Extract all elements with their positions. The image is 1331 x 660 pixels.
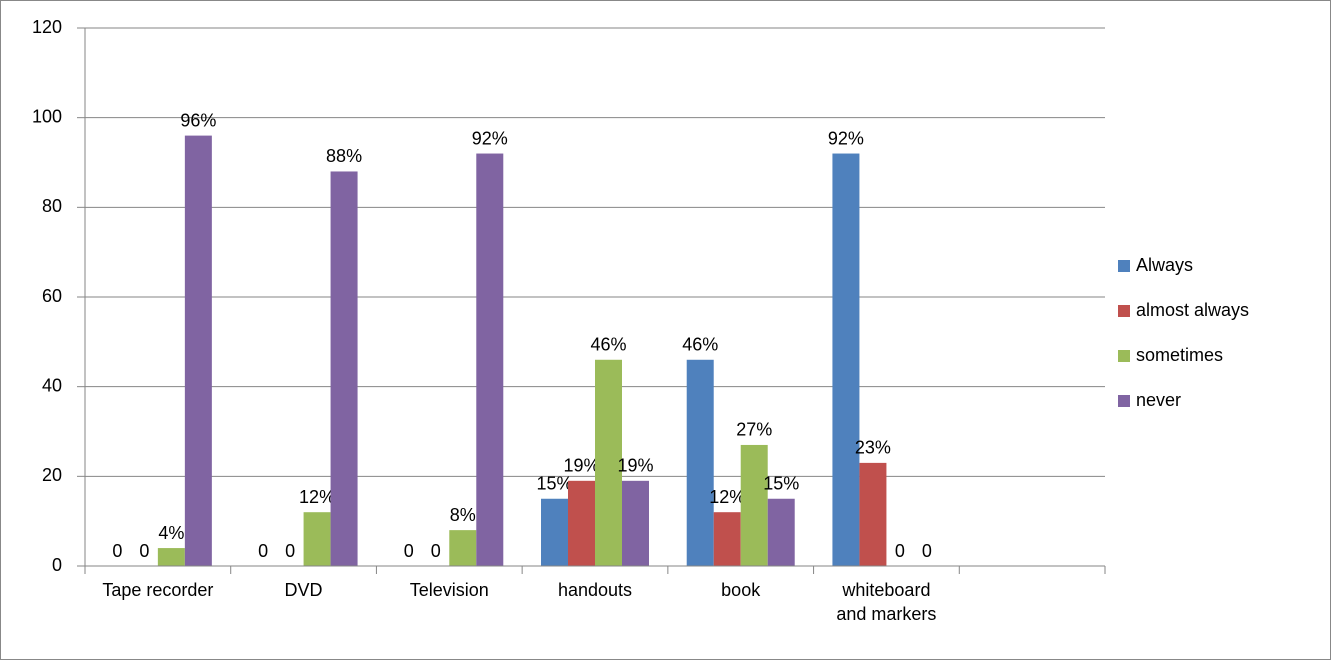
legend-label: never <box>1136 390 1181 410</box>
bar <box>859 462 887 566</box>
data-label: 0 <box>112 541 122 561</box>
x-tick-label: book <box>721 580 761 600</box>
x-tick-label: Tape recorder <box>102 580 214 600</box>
data-label: 12% <box>709 487 745 507</box>
data-label: 0 <box>922 541 932 561</box>
bar <box>622 480 649 566</box>
y-tick-label: 120 <box>32 17 62 37</box>
data-label: 0 <box>404 541 414 561</box>
y-tick-label: 60 <box>42 286 62 306</box>
legend-label: almost always <box>1136 300 1249 320</box>
data-label: 19% <box>617 456 653 476</box>
bar <box>568 480 595 566</box>
data-label: 12% <box>299 487 335 507</box>
legend-swatch <box>1118 305 1130 317</box>
bar <box>157 548 185 566</box>
bar <box>832 153 860 567</box>
bar <box>767 498 795 566</box>
y-tick-label: 100 <box>32 106 62 126</box>
y-tick-label: 80 <box>42 196 62 216</box>
data-label: 19% <box>563 456 599 476</box>
legend-label: Always <box>1136 255 1193 275</box>
x-tick-label: Television <box>409 580 489 600</box>
data-label: 15% <box>763 474 799 494</box>
bar <box>184 135 212 566</box>
bar <box>740 444 768 566</box>
bar <box>303 512 331 566</box>
y-tick-label: 40 <box>42 375 62 395</box>
data-label: 46% <box>590 335 626 355</box>
legend-swatch <box>1118 260 1130 272</box>
bar <box>595 359 622 566</box>
data-label: 96% <box>180 110 216 130</box>
data-label: 23% <box>855 438 891 458</box>
data-label: 27% <box>736 420 772 440</box>
y-tick-label: 20 <box>42 465 62 485</box>
data-label: 92% <box>472 128 508 148</box>
legend-label: sometimes <box>1136 345 1223 365</box>
y-tick-label: 0 <box>52 555 62 575</box>
legend-swatch <box>1118 350 1130 362</box>
x-tick-label: DVD <box>284 580 323 600</box>
data-label: 0 <box>285 541 295 561</box>
legend-swatch <box>1118 395 1130 407</box>
bar <box>541 498 568 566</box>
data-label: 46% <box>682 335 718 355</box>
data-label: 0 <box>258 541 268 561</box>
bar <box>330 171 358 566</box>
data-label: 88% <box>326 146 362 166</box>
bar <box>476 153 504 567</box>
bar <box>449 530 477 566</box>
data-label: 4% <box>158 523 184 543</box>
data-label: 15% <box>536 474 572 494</box>
data-label: 92% <box>828 128 864 148</box>
data-label: 0 <box>431 541 441 561</box>
bar <box>713 512 741 566</box>
x-tick-label: handouts <box>557 580 633 600</box>
data-label: 0 <box>139 541 149 561</box>
bar <box>686 359 714 566</box>
data-label: 0 <box>895 541 905 561</box>
data-label: 8% <box>450 505 476 525</box>
x-tick-label: whiteboard and markers <box>836 580 937 624</box>
